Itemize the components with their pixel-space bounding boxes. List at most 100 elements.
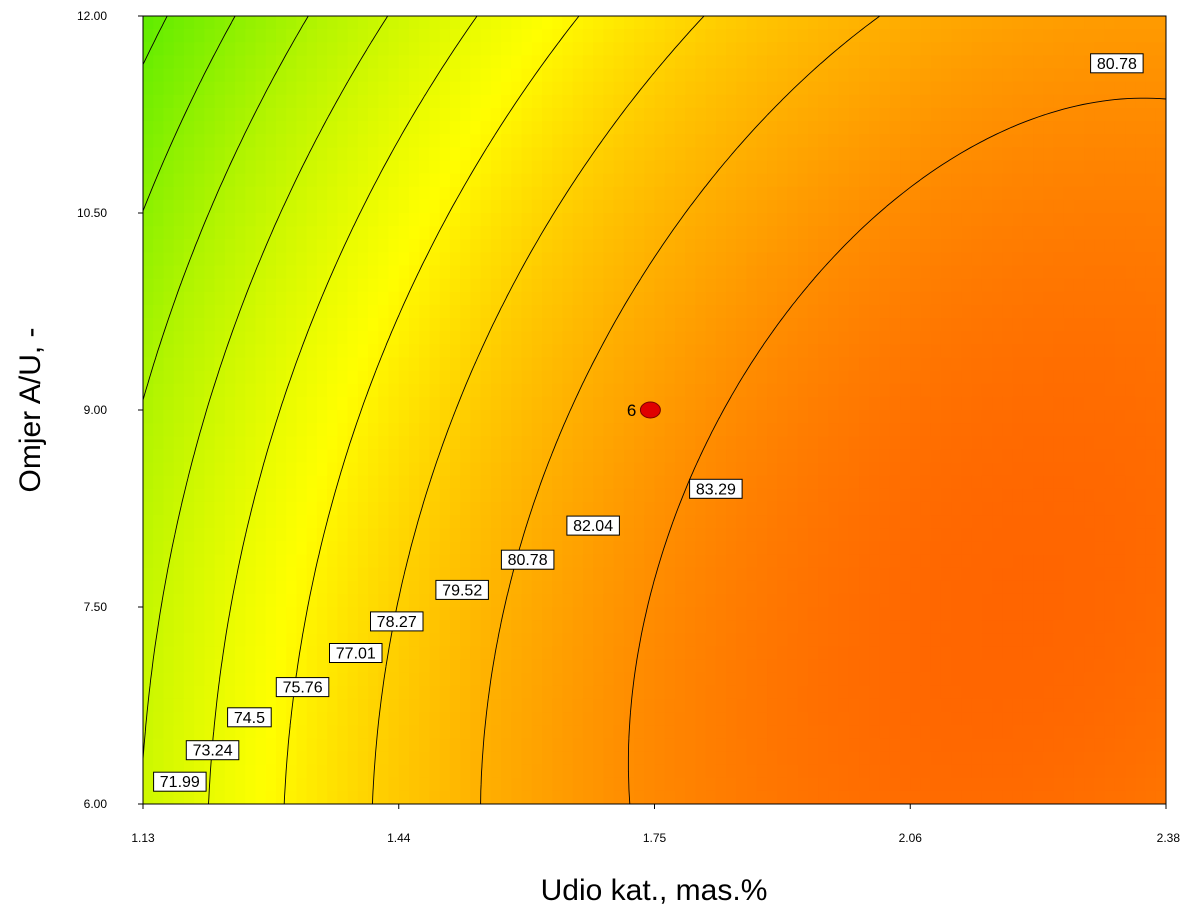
surface-cell — [562, 607, 574, 621]
surface-cell — [644, 173, 656, 188]
surface-cell — [654, 580, 666, 595]
surface-cell — [889, 186, 901, 201]
surface-cell — [715, 580, 727, 595]
surface-cell — [726, 646, 737, 661]
surface-cell — [183, 607, 195, 621]
surface-cell — [429, 107, 441, 122]
surface-cell — [767, 68, 778, 83]
surface-cell — [818, 304, 830, 319]
surface-cell — [511, 42, 523, 56]
surface-cell — [470, 160, 482, 175]
surface-cell — [930, 423, 942, 437]
surface-cell — [275, 436, 287, 450]
surface-cell — [265, 567, 277, 582]
surface-cell — [1073, 528, 1085, 542]
surface-cell — [204, 55, 216, 70]
surface-cell — [685, 265, 697, 280]
surface-cell — [1053, 121, 1065, 135]
surface-cell — [992, 16, 1003, 30]
surface-cell — [470, 449, 482, 464]
surface-cell — [1063, 55, 1075, 70]
surface-cell — [327, 344, 338, 359]
surface-cell — [1073, 410, 1085, 424]
surface-cell — [695, 304, 707, 319]
surface-cell — [501, 42, 512, 56]
surface-cell — [552, 488, 564, 503]
surface-cell — [695, 370, 707, 385]
surface-cell — [1114, 580, 1126, 595]
surface-cell — [940, 423, 952, 437]
surface-cell — [593, 68, 604, 83]
surface-cell — [644, 55, 656, 70]
surface-cell — [194, 423, 205, 437]
surface-cell — [705, 94, 717, 109]
surface-cell — [1104, 580, 1116, 595]
surface-cell — [807, 370, 819, 385]
surface-cell — [593, 541, 604, 556]
surface-cell — [449, 81, 461, 96]
surface-cell — [572, 42, 584, 56]
surface-cell — [572, 436, 584, 450]
surface-cell — [981, 55, 993, 70]
surface-cell — [797, 121, 809, 135]
surface-cell — [1043, 515, 1055, 529]
surface-cell — [470, 55, 482, 70]
surface-cell — [235, 304, 246, 319]
surface-cell — [1012, 68, 1024, 83]
surface-cell — [613, 501, 625, 516]
surface-cell — [807, 488, 819, 503]
surface-cell — [920, 291, 932, 306]
surface-cell — [337, 278, 349, 293]
surface-cell — [173, 515, 185, 529]
surface-cell — [419, 213, 431, 227]
surface-cell — [235, 462, 246, 477]
surface-cell — [224, 81, 236, 96]
surface-cell — [930, 199, 942, 214]
surface-cell — [787, 278, 799, 293]
surface-cell — [879, 515, 891, 529]
surface-cell — [900, 436, 911, 450]
surface-cell — [541, 265, 553, 280]
surface-cell — [756, 383, 768, 398]
surface-cell — [173, 239, 185, 253]
surface-cell — [480, 436, 492, 450]
surface-cell — [879, 410, 891, 424]
surface-cell — [930, 81, 942, 96]
surface-cell — [275, 357, 287, 372]
surface-cell — [736, 554, 748, 569]
surface-cell — [900, 107, 911, 122]
surface-cell — [1125, 593, 1136, 608]
surface-cell — [1002, 646, 1014, 661]
surface-cell — [797, 68, 809, 83]
surface-cell — [634, 252, 645, 267]
surface-cell — [930, 252, 942, 267]
surface-cell — [797, 436, 809, 450]
surface-cell — [1063, 659, 1075, 674]
surface-cell — [818, 252, 830, 267]
surface-cell — [634, 55, 645, 70]
surface-cell — [204, 81, 216, 96]
surface-cell — [224, 593, 236, 608]
surface-cell — [705, 318, 717, 332]
surface-cell — [521, 226, 533, 240]
surface-cell — [1022, 226, 1034, 240]
surface-cell — [1033, 304, 1044, 319]
surface-cell — [705, 304, 717, 319]
surface-cell — [143, 659, 154, 674]
surface-cell — [327, 501, 338, 516]
surface-cell — [1033, 475, 1044, 490]
surface-cell — [593, 173, 604, 188]
surface-cell — [194, 331, 205, 345]
surface-cell — [838, 475, 850, 490]
surface-cell — [521, 528, 533, 542]
surface-cell — [777, 383, 789, 398]
surface-cell — [869, 423, 881, 437]
surface-cell — [245, 265, 257, 280]
surface-cell — [460, 515, 471, 529]
surface-cell — [316, 318, 328, 332]
surface-cell — [286, 213, 298, 227]
surface-cell — [848, 121, 860, 135]
surface-cell — [1145, 173, 1157, 188]
surface-cell — [869, 107, 881, 122]
surface-cell — [674, 42, 686, 56]
